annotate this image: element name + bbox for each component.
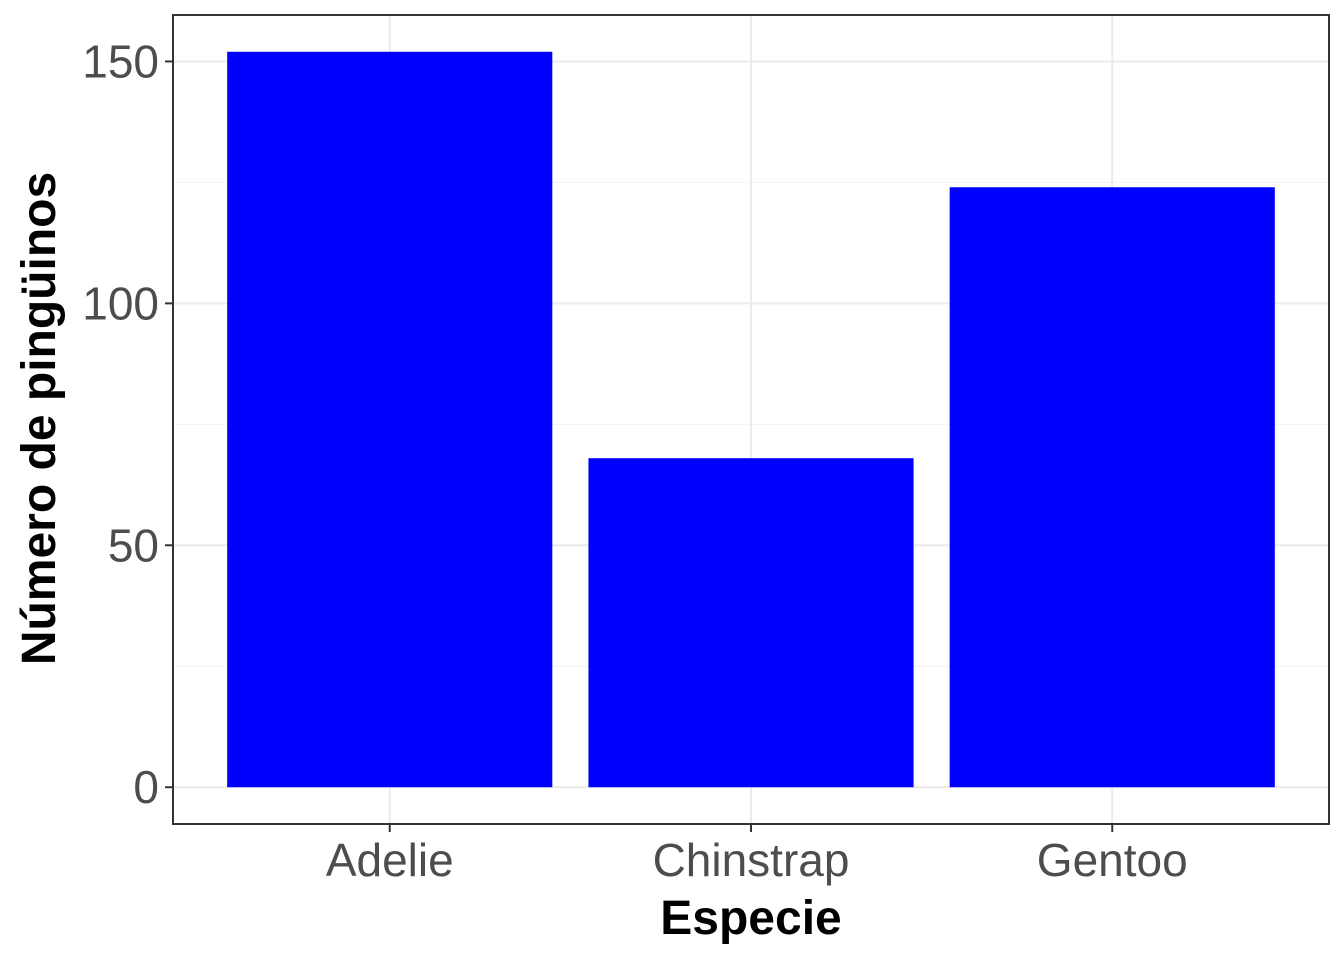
y-tick-label: 0 (133, 761, 159, 813)
x-tick-label: Gentoo (1037, 834, 1188, 886)
bar-chinstrap (588, 458, 914, 788)
y-axis: 0 50 100 150 (82, 35, 173, 813)
x-tick-label: Chinstrap (653, 834, 850, 886)
x-tick-label: Adelie (326, 834, 454, 886)
y-tick-label: 50 (108, 519, 159, 571)
y-axis-title: Número de pingüinos (13, 172, 66, 665)
y-tick-label: 100 (82, 277, 159, 329)
x-axis: Adelie Chinstrap Gentoo (326, 824, 1188, 886)
bar-gentoo (949, 187, 1275, 788)
y-tick-label: 150 (82, 35, 159, 87)
bars (227, 51, 1275, 788)
x-axis-title: Especie (660, 892, 841, 945)
bar-adelie (227, 51, 553, 788)
